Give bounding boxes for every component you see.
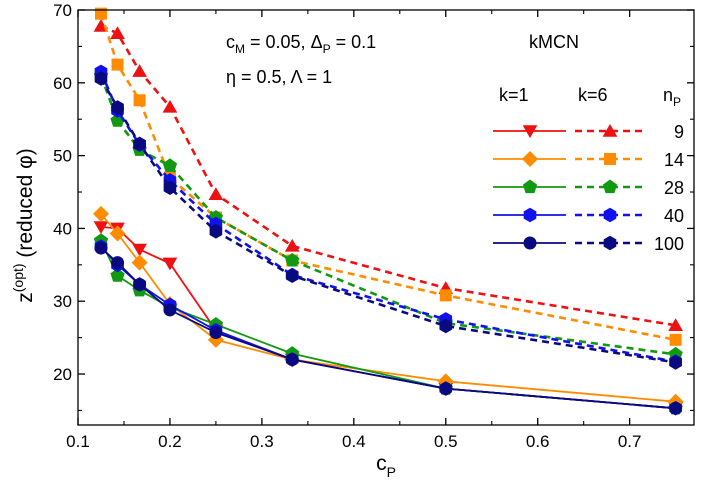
data-point <box>162 99 178 113</box>
data-point <box>133 277 147 291</box>
data-point <box>110 268 125 282</box>
annotation-params-2: η = 0.5, Λ = 1 <box>226 67 332 87</box>
series-line <box>100 24 676 327</box>
series-line <box>99 77 676 364</box>
data-point <box>133 136 146 152</box>
legend-label-np: 28 <box>664 178 684 198</box>
y-tick-label: 70 <box>53 1 72 20</box>
x-tick-label: 0.6 <box>526 432 550 451</box>
legend-row-np100: 100 <box>493 234 684 254</box>
series-line <box>99 71 676 363</box>
legend-marker-k6 <box>603 207 617 223</box>
y-tick-label: 40 <box>53 219 72 238</box>
legend-row-np9: 9 <box>493 122 684 142</box>
data-point <box>668 318 683 331</box>
data-point <box>109 225 126 242</box>
data-point <box>111 100 124 115</box>
data-point <box>439 382 453 396</box>
legend-marker-k1 <box>522 179 538 194</box>
data-point <box>285 352 299 366</box>
legend-row-np14: 14 <box>493 150 684 170</box>
x-tick-label: 0.4 <box>342 432 366 451</box>
data-point <box>93 221 109 234</box>
data-point <box>284 238 300 252</box>
data-point <box>163 180 177 195</box>
legend-marker-k1 <box>522 151 538 167</box>
legend-label-np: 100 <box>654 234 684 254</box>
data-point <box>285 252 300 267</box>
legend-header-k6: k=6 <box>578 85 608 105</box>
data-point <box>111 256 125 270</box>
data-point <box>669 401 683 415</box>
y-axis-title: z(opt) (reduced φ) <box>10 148 37 302</box>
data-point <box>94 241 108 255</box>
legend-label-np: 40 <box>664 206 684 226</box>
x-tick-label: 0.7 <box>618 432 642 451</box>
annotation-layer: cM = 0.05, ΔP = 0.1 η = 0.5, Λ = 1 kMCN <box>226 32 579 87</box>
data-point <box>669 333 682 346</box>
legend-label-np: 9 <box>674 122 684 142</box>
series-np100-k1 <box>94 241 683 415</box>
data-point <box>285 268 299 284</box>
x-tick-label: 0.1 <box>66 432 90 451</box>
plot-frame <box>77 9 695 426</box>
x-axis-title: cP <box>376 452 396 480</box>
legend-marker-k1 <box>523 236 537 250</box>
series-np40-k6 <box>94 64 682 369</box>
legend: k=1 k=6 nP 9 14 28 40 100 <box>493 85 684 254</box>
axes-layer: 0.1 0.2 0.3 0.4 0.5 0.6 0.7 20 30 40 50 60 70 cP z(opt… <box>10 1 695 480</box>
legend-marker-k6 <box>603 235 617 251</box>
data-point <box>162 158 178 172</box>
series-np14-k1 <box>92 205 684 410</box>
y-tick-label: 50 <box>53 147 72 166</box>
y-tick-label: 30 <box>53 292 72 311</box>
legend-row-np40: 40 <box>493 206 684 226</box>
data-point <box>162 257 178 271</box>
data-point <box>669 355 682 370</box>
data-point <box>209 224 223 239</box>
data-point <box>439 289 452 302</box>
legend-marker-k6 <box>604 153 616 165</box>
data-point <box>209 326 223 340</box>
legend-marker-k1 <box>523 207 537 223</box>
data-point <box>110 26 125 40</box>
y-tick-label: 20 <box>53 365 72 384</box>
legend-marker-k6 <box>602 124 618 137</box>
series-np9-k6 <box>93 19 683 331</box>
data-point <box>92 205 109 222</box>
data-point <box>131 254 148 271</box>
data-point <box>132 243 147 257</box>
annotation-model: kMCN <box>529 32 579 52</box>
data-point <box>111 58 124 71</box>
y-tick-label: 60 <box>53 74 72 93</box>
x-tick-label: 0.2 <box>158 432 182 451</box>
legend-label-np: 14 <box>664 150 684 170</box>
data-point <box>133 94 146 107</box>
legend-marker-k1 <box>522 125 538 138</box>
annotation-params-1: cM = 0.05, ΔP = 0.1 <box>226 32 376 56</box>
series-line <box>100 240 676 410</box>
data-point <box>439 318 453 334</box>
series-np28-k1 <box>93 233 683 415</box>
legend-row-np28: 28 <box>493 178 684 198</box>
data-point <box>132 64 147 77</box>
data-point <box>163 303 177 317</box>
series-np14-k6 <box>94 7 682 346</box>
series-line <box>99 13 676 342</box>
legend-marker-k6 <box>602 179 618 194</box>
data-point <box>208 187 224 200</box>
series-np100-k6 <box>94 71 682 370</box>
x-tick-label: 0.5 <box>434 432 458 451</box>
series-layer <box>92 7 684 416</box>
x-tick-label: 0.3 <box>250 432 274 451</box>
legend-header-np: nP <box>663 85 681 109</box>
series-np40-k1 <box>94 239 682 416</box>
series-np9-k1 <box>93 221 683 416</box>
legend-header-k1: k=1 <box>499 85 529 105</box>
data-point <box>94 71 108 86</box>
series-line <box>100 245 676 410</box>
